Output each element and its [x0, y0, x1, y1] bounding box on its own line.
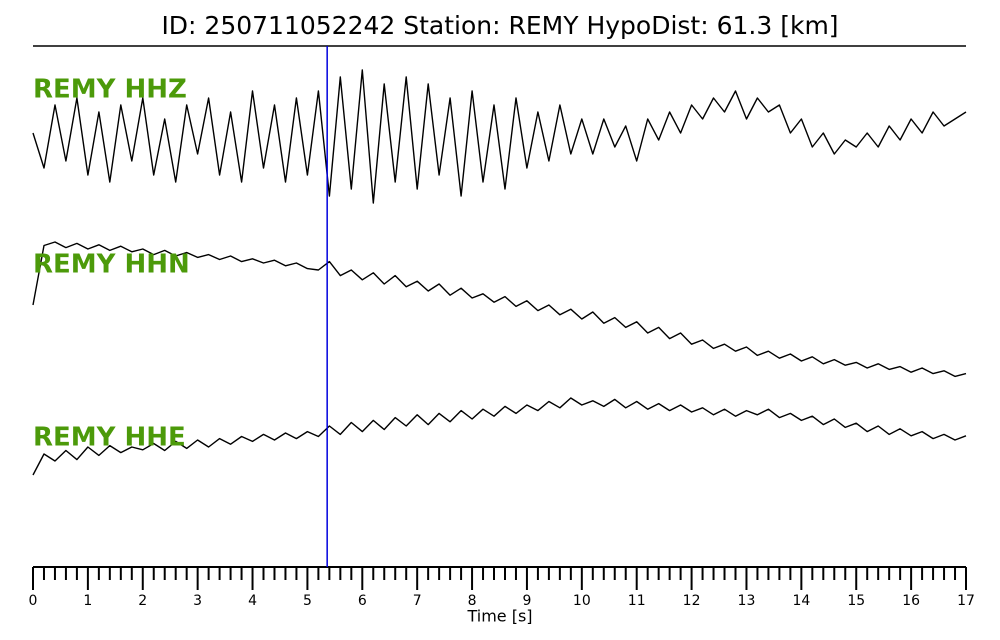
x-tick-label: 0	[29, 593, 38, 609]
chart-title: ID: 250711052242 Station: REMY HypoDist:…	[161, 11, 838, 40]
x-tick-label: 9	[522, 593, 531, 609]
trace-label: REMY HHE	[33, 423, 186, 453]
x-axis-label: Time [s]	[466, 607, 532, 626]
x-tick-label: 15	[847, 593, 865, 609]
x-tick-label: 1	[83, 593, 92, 609]
x-tick-label: 4	[248, 593, 257, 609]
x-tick-label: 13	[738, 593, 756, 609]
x-tick-label: 10	[573, 593, 591, 609]
trace-label: REMY HHZ	[33, 75, 187, 105]
x-tick-label: 12	[683, 593, 701, 609]
x-tick-label: 6	[358, 593, 367, 609]
x-tick-label: 14	[792, 593, 810, 609]
trace	[32, 241, 967, 378]
x-tick-label: 7	[413, 593, 422, 609]
x-tick-label: 16	[902, 593, 920, 609]
x-tick-label: 17	[957, 593, 975, 609]
x-tick-label: 3	[193, 593, 202, 609]
trace	[32, 397, 967, 476]
x-tick-label: 5	[303, 593, 312, 609]
trace-label: REMY HHN	[33, 250, 190, 280]
x-tick-label: 2	[138, 593, 147, 609]
trace	[32, 69, 967, 204]
x-tick-label: 8	[468, 593, 477, 609]
x-tick-label: 11	[628, 593, 646, 609]
